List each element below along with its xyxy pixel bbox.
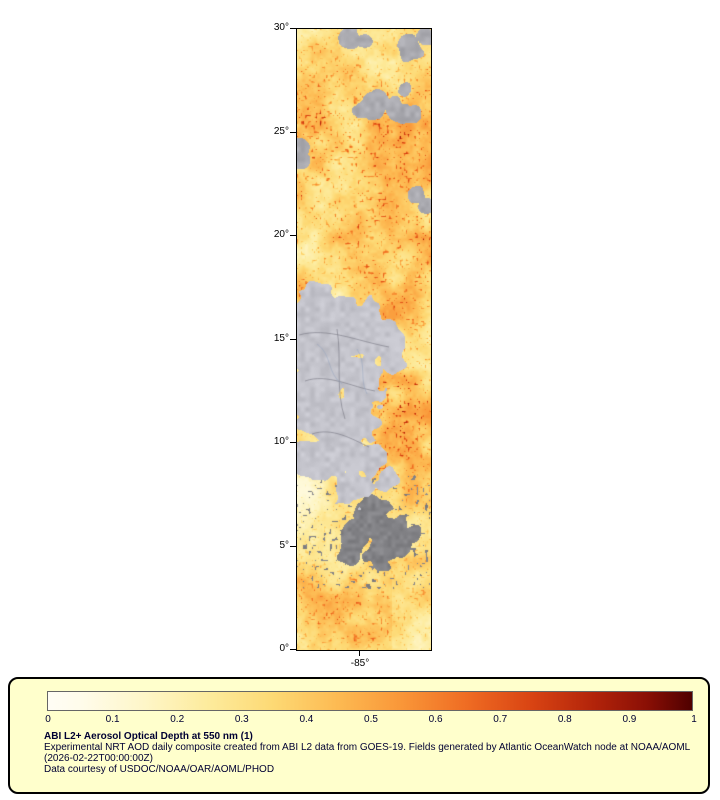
colorbar-tick-labels: 0 0.1 0.2 0.3 0.4 0.5 0.6 0.7 0.8 0.9 1	[45, 714, 697, 726]
colorbar-tick-label: 0.4	[299, 714, 314, 725]
colorbar-tick-label: 0.3	[234, 714, 249, 725]
colorbar-tick-label: 0.8	[557, 714, 572, 725]
colorbar-tick-label: 0.9	[622, 714, 637, 725]
latitude-label: 30°	[273, 22, 289, 33]
latitude-tick	[290, 338, 296, 340]
legend-box: 0 0.1 0.2 0.3 0.4 0.5 0.6 0.7 0.8 0.9 1 ABI L2+ Ae…	[8, 677, 710, 794]
legend-description: Experimental NRT AOD daily composite cre…	[44, 742, 691, 753]
longitude-label: -85°	[350, 658, 370, 669]
longitude-tick	[359, 651, 360, 656]
latitude-tick	[290, 545, 296, 547]
latitude-label: 20°	[273, 229, 289, 240]
latitude-tick	[290, 235, 296, 236]
legend-courtesy: Data courtesy of USDOC/NOAA/OAR/AOML/PHO…	[44, 764, 275, 775]
latitude-axis: 30° 25° 20° 15° 10° 5° 0°	[274, 22, 430, 654]
latitude-tick	[290, 442, 296, 443]
colorbar-tick-label: 0.5	[364, 714, 378, 725]
colorbar-tick-label: 1	[691, 714, 697, 725]
latitude-label: 5°	[279, 539, 289, 551]
colorbar-tick-label: 0.7	[493, 714, 508, 725]
colorbar-tick-label: 0.6	[428, 714, 443, 725]
colorbar	[47, 691, 693, 711]
legend-title: ABI L2+ Aerosol Optical Depth at 550 nm …	[44, 731, 253, 742]
colorbar-tick-label: 0	[45, 714, 51, 725]
latitude-label: 10°	[273, 436, 289, 447]
latitude-label: 0°	[279, 643, 289, 654]
latitude-tick	[290, 649, 296, 650]
legend-timestamp: (2026-02-22T00:00:00Z)	[44, 753, 153, 764]
latitude-tick	[290, 131, 296, 133]
aod-raster-map	[296, 28, 432, 651]
colorbar-tick-label: 0.1	[105, 714, 120, 725]
legend-text-block: ABI L2+ Aerosol Optical Depth at 550 nm …	[44, 731, 700, 775]
colorbar-tick-label: 0.2	[170, 714, 185, 725]
latitude-label: 15°	[273, 332, 289, 344]
latitude-label: 25°	[273, 125, 289, 137]
latitude-tick	[290, 28, 296, 29]
aod-map-plot: 30° 25° 20° 15° 10° 5° 0° -85°	[274, 22, 432, 669]
